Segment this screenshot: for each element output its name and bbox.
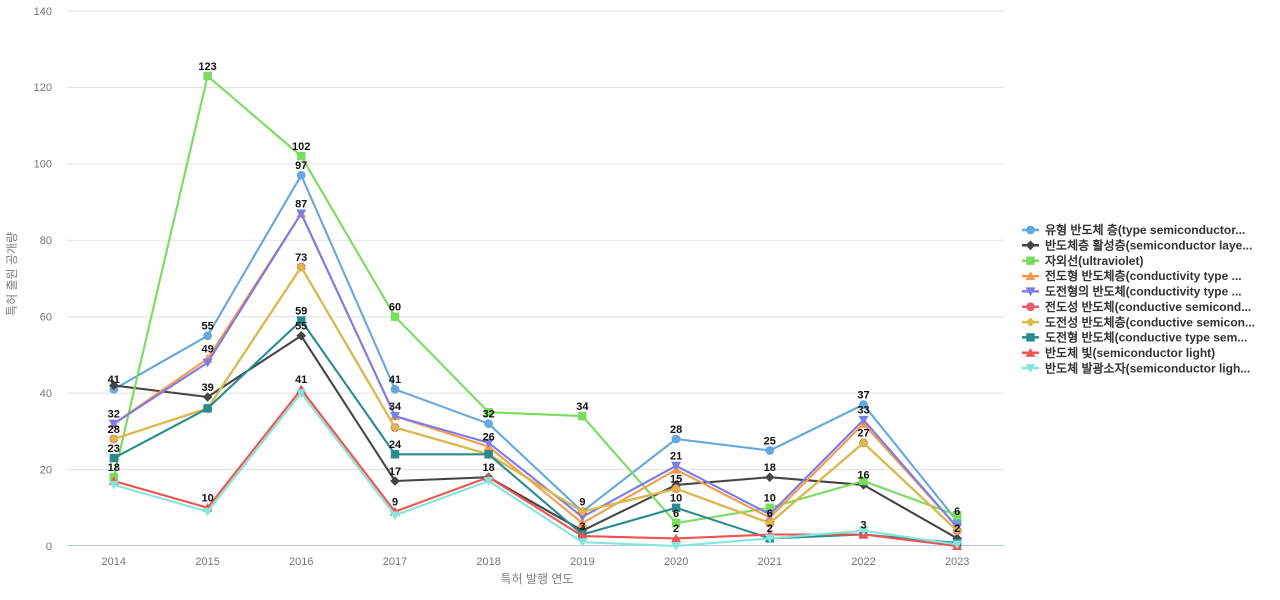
svg-text:41: 41 — [389, 374, 401, 386]
svg-text:도전성 반도체층(conductive semicon...: 도전성 반도체층(conductive semicon... — [1045, 314, 1255, 329]
svg-text:도전형의 반도체(conductivity type ...: 도전형의 반도체(conductivity type ... — [1045, 284, 1242, 299]
svg-text:25: 25 — [764, 435, 776, 447]
svg-text:9: 9 — [392, 496, 398, 508]
svg-text:55: 55 — [201, 321, 213, 333]
svg-text:2019: 2019 — [570, 556, 594, 568]
svg-text:6: 6 — [954, 506, 960, 518]
svg-text:16: 16 — [857, 470, 869, 482]
svg-text:140: 140 — [34, 6, 52, 18]
svg-text:특허 출원 공개량: 특허 출원 공개량 — [5, 232, 19, 316]
svg-text:2016: 2016 — [289, 556, 313, 568]
svg-text:41: 41 — [295, 374, 307, 386]
svg-text:34: 34 — [576, 401, 589, 413]
svg-text:28: 28 — [670, 424, 682, 436]
svg-text:55: 55 — [295, 321, 307, 333]
svg-text:39: 39 — [201, 382, 213, 394]
svg-text:6: 6 — [767, 508, 773, 520]
svg-text:2020: 2020 — [664, 556, 688, 568]
svg-text:2022: 2022 — [851, 556, 875, 568]
svg-text:자외선(ultraviolet): 자외선(ultraviolet) — [1045, 253, 1143, 268]
svg-text:반도체 발광소자(semiconductor ligh...: 반도체 발광소자(semiconductor ligh... — [1045, 360, 1250, 375]
svg-text:60: 60 — [389, 302, 401, 314]
svg-text:9: 9 — [579, 496, 585, 508]
svg-text:6: 6 — [673, 508, 679, 520]
svg-text:10: 10 — [670, 493, 682, 505]
svg-text:27: 27 — [857, 428, 869, 440]
svg-text:10: 10 — [764, 493, 776, 505]
svg-text:2: 2 — [673, 523, 679, 535]
svg-text:49: 49 — [201, 344, 213, 356]
svg-text:유형 반도체 층(type semiconductor...: 유형 반도체 층(type semiconductor... — [1045, 222, 1245, 237]
svg-text:2: 2 — [954, 523, 960, 535]
svg-text:2023: 2023 — [945, 556, 969, 568]
svg-text:32: 32 — [482, 409, 494, 421]
svg-text:2017: 2017 — [383, 556, 407, 568]
svg-text:97: 97 — [295, 160, 307, 172]
svg-text:60: 60 — [40, 312, 52, 324]
svg-text:2: 2 — [767, 523, 773, 535]
svg-text:87: 87 — [295, 198, 307, 210]
svg-text:특허 발행 연도: 특허 발행 연도 — [501, 571, 574, 586]
svg-text:23: 23 — [108, 443, 120, 455]
svg-text:37: 37 — [857, 389, 869, 401]
svg-text:40: 40 — [40, 388, 52, 400]
svg-text:반도체층 활성층(semiconductor laye...: 반도체층 활성층(semiconductor laye... — [1045, 238, 1252, 253]
svg-text:28: 28 — [108, 424, 120, 436]
svg-text:102: 102 — [292, 141, 310, 153]
svg-text:18: 18 — [482, 462, 494, 474]
svg-text:18: 18 — [764, 462, 776, 474]
svg-text:59: 59 — [295, 305, 307, 317]
svg-text:26: 26 — [482, 431, 494, 443]
svg-text:32: 32 — [108, 409, 120, 421]
svg-text:33: 33 — [857, 405, 869, 417]
svg-text:2018: 2018 — [476, 556, 500, 568]
svg-text:100: 100 — [34, 159, 52, 171]
svg-text:24: 24 — [389, 439, 402, 451]
svg-text:18: 18 — [108, 462, 120, 474]
svg-text:21: 21 — [670, 451, 682, 463]
svg-text:17: 17 — [389, 466, 401, 478]
svg-text:0: 0 — [46, 541, 52, 553]
svg-text:41: 41 — [108, 374, 120, 386]
svg-text:120: 120 — [34, 82, 52, 94]
svg-text:34: 34 — [389, 401, 402, 413]
svg-text:10: 10 — [201, 493, 213, 505]
svg-text:3: 3 — [579, 521, 585, 533]
svg-text:20: 20 — [40, 464, 52, 476]
svg-text:80: 80 — [40, 235, 52, 247]
svg-text:123: 123 — [198, 61, 216, 73]
svg-text:도전형 반도체(conductive type sem...: 도전형 반도체(conductive type sem... — [1045, 330, 1247, 345]
svg-text:73: 73 — [295, 252, 307, 264]
svg-text:15: 15 — [670, 474, 682, 486]
svg-text:2021: 2021 — [758, 556, 782, 568]
svg-text:2014: 2014 — [102, 556, 126, 568]
svg-text:2015: 2015 — [195, 556, 219, 568]
svg-text:전도성 반도체(conductive semicond...: 전도성 반도체(conductive semicond... — [1045, 299, 1251, 314]
svg-text:전도형 반도체층(conductivity type ...: 전도형 반도체층(conductivity type ... — [1045, 268, 1242, 283]
svg-text:3: 3 — [860, 519, 866, 531]
svg-text:반도체 빛(semiconductor light): 반도체 빛(semiconductor light) — [1045, 345, 1215, 360]
